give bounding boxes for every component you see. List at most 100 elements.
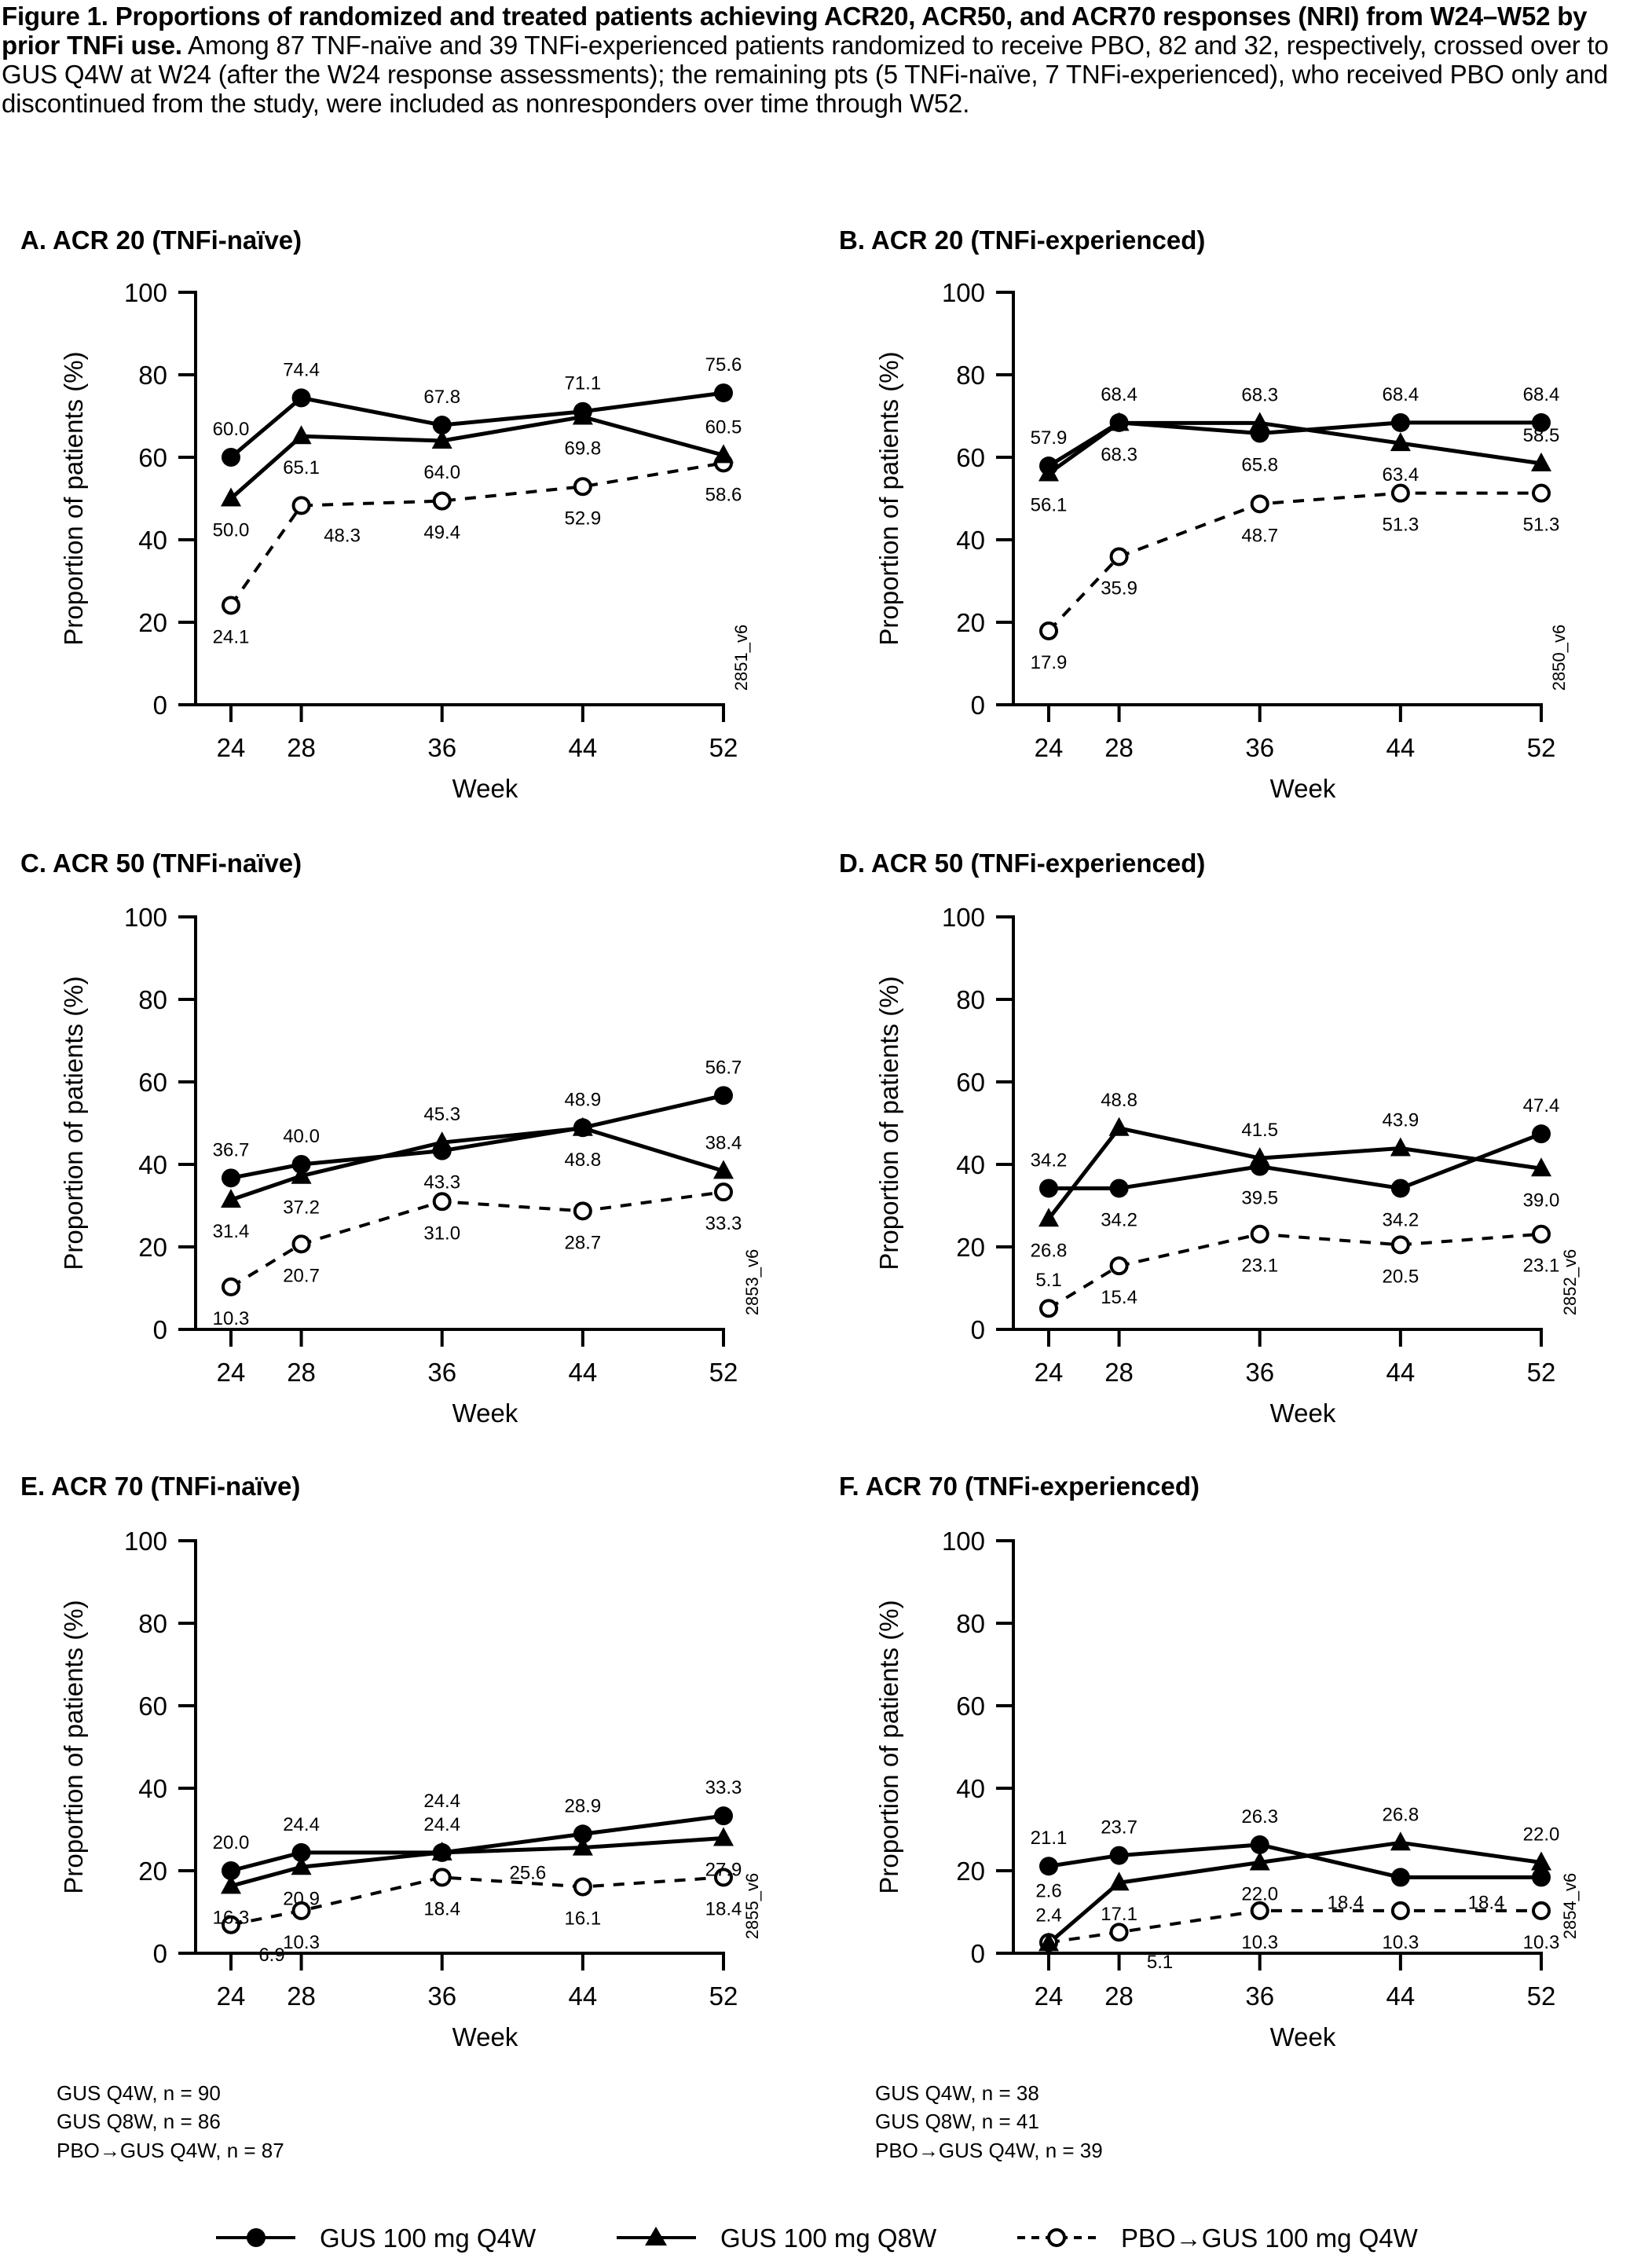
marker-q4w — [432, 416, 452, 435]
data-label-pbo: 28.7 — [564, 1232, 601, 1253]
panel-title: C. ACR 50 (TNFi-naïve) — [20, 849, 302, 878]
data-label-pbo: 58.6 — [705, 484, 742, 505]
marker-pbo — [1390, 483, 1410, 503]
data-label-q8w: 50.0 — [213, 520, 250, 541]
x-tick-label: 28 — [287, 1358, 316, 1387]
y-tick-label: 100 — [942, 1527, 985, 1556]
y-tick-label: 20 — [138, 1857, 167, 1886]
y-tick-label: 0 — [971, 1939, 985, 1968]
marker-q4w — [222, 1861, 240, 1880]
footnote-experienced: GUS Q4W, n = 38 GUS Q8W, n = 41 PBO→GUS … — [875, 2081, 1103, 2162]
data-label-q8w: 37.2 — [283, 1197, 320, 1219]
x-tick-label: 36 — [427, 1982, 456, 2011]
footnote-line: GUS Q8W, n = 41 — [875, 2110, 1039, 2133]
chart-panel-a: A. ACR 20 (TNFi-naïve) 0 20 40 60 80 100 24 28 36… — [20, 225, 751, 803]
y-tick-label: 40 — [138, 526, 167, 555]
marker-pbo — [432, 1868, 452, 1887]
marker-q4w — [1109, 1846, 1129, 1865]
marker-pbo — [222, 1915, 240, 1934]
marker-q8w — [221, 487, 241, 507]
x-tick-label: 28 — [1104, 733, 1134, 762]
marker-pbo — [432, 491, 452, 511]
marker-q4w — [1109, 1179, 1129, 1198]
data-label-q8w: 2.4 — [1035, 1905, 1061, 1926]
data-label-pbo: 52.9 — [564, 508, 601, 529]
data-label-q8w: 31.4 — [213, 1221, 250, 1242]
x-tick-label: 36 — [1245, 733, 1274, 762]
marker-q4w — [1390, 1179, 1410, 1198]
marker-q4w — [1250, 423, 1269, 443]
data-label-q4w: 21.1 — [1031, 1828, 1068, 1849]
marker-q8w — [1249, 1851, 1270, 1871]
data-label-pbo: 18.4 — [423, 1898, 460, 1919]
x-tick-label: 52 — [1527, 733, 1556, 762]
data-label-pbo: 23.1 — [1241, 1256, 1278, 1277]
chart-panel-f: F. ACR 70 (TNFi-experienced) 0 20 40 60 80 100… — [839, 1472, 1580, 2051]
panel-title: F. ACR 70 (TNFi-experienced) — [839, 1472, 1200, 1501]
y-axis-label: Proportion of patients (%) — [59, 1600, 88, 1894]
marker-q8w — [1108, 1116, 1130, 1136]
marker-pbo — [291, 1234, 311, 1254]
x-tick-label: 52 — [709, 1982, 738, 2011]
legend-label: GUS 100 mg Q4W — [320, 2224, 537, 2253]
marker-q4w — [1250, 1157, 1269, 1176]
marker-q8w — [1390, 1137, 1411, 1157]
legend-item-q4w: GUS 100 mg Q4W — [216, 2224, 537, 2253]
data-label-pbo: 10.3 — [213, 1308, 250, 1329]
marker-q4w — [432, 1842, 452, 1862]
marker-q4w — [1039, 1179, 1058, 1198]
y-tick-label: 100 — [124, 903, 167, 932]
data-label-q8w: 45.3 — [423, 1104, 460, 1125]
data-label-q4w: 34.2 — [1382, 1209, 1419, 1230]
version-id: 2855_v6 — [742, 1873, 762, 1939]
marker-q8w — [572, 1836, 593, 1856]
data-label-q4w: 33.3 — [705, 1777, 742, 1798]
data-label-q4w: 74.4 — [283, 359, 320, 380]
marker-q4w — [291, 1155, 311, 1174]
data-label-pbo: 10.3 — [1523, 1932, 1560, 1953]
caption-title: Figure 1. Proportions of randomized and … — [2, 2, 1588, 60]
version-id: 2853_v6 — [742, 1249, 762, 1315]
y-tick-label: 40 — [956, 1774, 985, 1803]
marker-q4w — [1109, 412, 1129, 432]
marker-q4w — [573, 1824, 592, 1844]
data-label-q4w: 68.4 — [1382, 384, 1419, 405]
x-tick-label: 52 — [709, 733, 738, 762]
x-tick-label: 52 — [1527, 1358, 1556, 1387]
data-label-q4w: 39.5 — [1241, 1188, 1278, 1209]
data-label-q4w: 24.4 — [423, 1814, 460, 1835]
marker-q4w — [432, 1141, 452, 1160]
data-label-q8w: 24.4 — [423, 1791, 460, 1812]
y-axis-label: Proportion of patients (%) — [874, 351, 903, 645]
open-circle-icon — [1047, 2228, 1066, 2247]
marker-q4w — [1039, 1857, 1058, 1876]
data-label-q8w: 43.9 — [1382, 1110, 1419, 1131]
panel-title: B. ACR 20 (TNFi-experienced) — [839, 225, 1205, 255]
x-tick-label: 28 — [1104, 1358, 1134, 1387]
data-label-q8w: 63.4 — [1382, 464, 1419, 486]
data-label-pbo: 23.1 — [1523, 1256, 1560, 1277]
x-axis-label: Week — [452, 774, 518, 803]
data-label-q8w: 41.5 — [1241, 1120, 1278, 1141]
y-tick-label: 100 — [124, 278, 167, 307]
data-label-q8w: 64.0 — [423, 462, 460, 483]
marker-q4w — [1532, 412, 1551, 432]
marker-q4w — [573, 401, 592, 421]
marker-q8w — [291, 1164, 312, 1184]
x-tick-label: 24 — [1035, 733, 1064, 762]
data-label-q4w: 18.4 — [1327, 1892, 1364, 1913]
y-tick-label: 20 — [138, 608, 167, 637]
data-label-q8w: 39.0 — [1523, 1190, 1560, 1211]
x-tick-label: 52 — [709, 1358, 738, 1387]
marker-q4w — [1390, 412, 1410, 432]
data-label-pbo: 48.7 — [1241, 525, 1278, 546]
footnote-line: GUS Q4W, n = 38 — [875, 2081, 1039, 2105]
data-label-q4w: 48.9 — [564, 1089, 601, 1110]
marker-pbo — [1532, 483, 1551, 503]
data-label-q4w: 68.4 — [1101, 384, 1137, 405]
version-id: 2850_v6 — [1549, 625, 1569, 691]
chart-panel-e: E. ACR 70 (TNFi-naïve) 0 20 40 60 80 100 24 28 36… — [20, 1472, 762, 2051]
data-label-q8w: 26.8 — [1382, 1804, 1419, 1825]
filled-circle-icon — [247, 2228, 266, 2247]
